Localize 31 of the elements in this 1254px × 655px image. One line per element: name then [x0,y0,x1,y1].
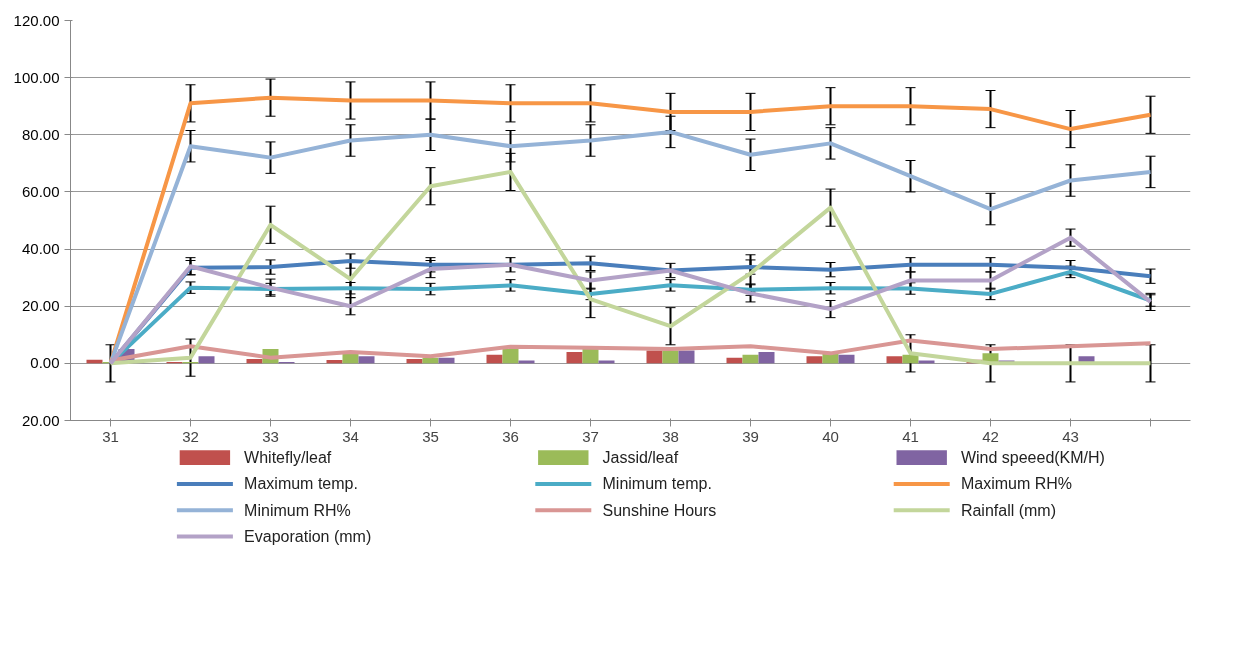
y-tick-label: 20.00 [21,411,60,429]
legend-label: Minimum RH% [244,501,351,519]
x-tick-label: 40 [822,427,839,445]
y-tick-label: 60.00 [21,182,60,200]
x-tick-label: 41 [902,427,919,445]
x-tick-label: 32 [182,427,199,445]
legend-label: Maximum temp. [244,475,358,493]
x-tick-label: 36 [502,427,519,445]
y-tick-label: 20.00 [21,297,60,315]
x-tick-label: 37 [582,427,599,445]
y-tick-label: 80.00 [21,125,60,143]
legend-label: Minimum temp. [602,475,712,493]
legend-label: Wind speeed(KM/H) [960,449,1105,467]
x-tick-label: 35 [422,427,439,445]
x-tick-label: 39 [742,427,759,445]
x-tick-label: 38 [662,427,679,445]
x-tick-label: 34 [342,427,359,445]
x-tick-label: 33 [262,427,279,445]
x-tick-label: 31 [102,427,119,445]
legend-label: Sunshine Hours [602,501,717,519]
legend-label: Evaporation (mm) [244,527,372,545]
legend-label: Whitefly/leaf [244,449,332,467]
legend-label: Maximum RH% [960,475,1073,493]
x-tick-label: 42 [982,427,999,445]
y-tick-label: 40.00 [21,240,60,258]
x-tick-label: 43 [1062,427,1079,445]
y-tick-label: 120.00 [13,11,60,29]
legend-label: Rainfall (mm) [960,501,1057,519]
legend-label: Jassid/leaf [602,449,679,467]
y-tick-label: 100.00 [13,68,60,86]
y-tick-label: 0.00 [30,354,60,372]
